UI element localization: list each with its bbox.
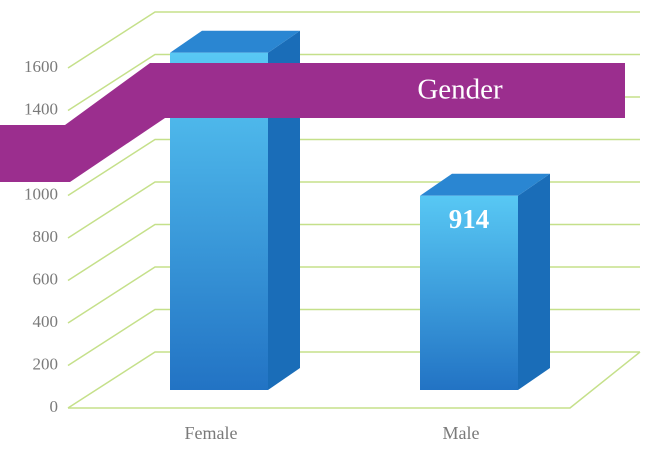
bar-side <box>268 30 300 390</box>
grid-line <box>67 308 640 367</box>
y-tick-label: 1600 <box>24 57 58 76</box>
bar-top <box>420 173 550 196</box>
x-tick-label: Male <box>443 423 480 443</box>
grid-line <box>67 223 640 282</box>
floor <box>68 351 641 409</box>
y-tick-label: 800 <box>33 227 59 246</box>
data-label: 914 <box>449 204 490 234</box>
grid-line <box>67 11 640 69</box>
title-banner <box>0 63 625 182</box>
chart-title: Gender <box>417 74 503 106</box>
y-tick-label: 600 <box>33 269 59 288</box>
y-tick-label: 200 <box>33 354 59 373</box>
y-tick-label: 0 <box>50 397 59 416</box>
grid-line <box>67 266 640 324</box>
grid-line <box>67 53 640 112</box>
y-tick-label: 1400 <box>24 99 58 118</box>
bar <box>420 195 518 390</box>
grid-line <box>67 138 640 197</box>
bar-top <box>170 30 300 53</box>
y-tick-label: 1000 <box>24 184 58 203</box>
x-tick-label: Female <box>185 423 238 443</box>
y-tick-label: 400 <box>33 312 59 331</box>
grid-line <box>67 181 640 239</box>
bar-side <box>518 173 550 390</box>
grid-line <box>67 351 640 409</box>
